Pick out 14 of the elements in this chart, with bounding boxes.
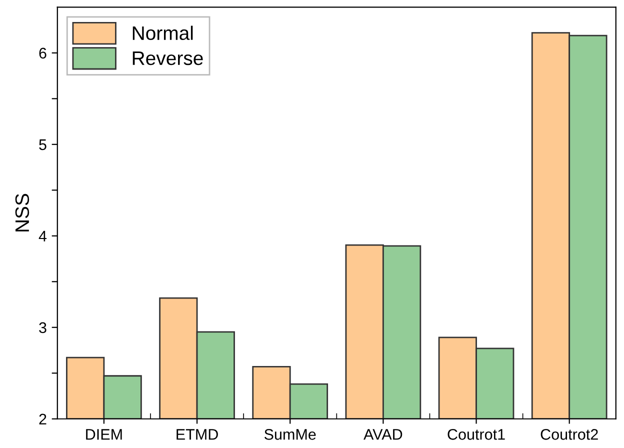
y-tick-label: 4: [38, 230, 47, 242]
x-tick-label: AVAD: [364, 429, 402, 440]
x-tick-label: Coutrot2: [540, 429, 598, 440]
legend-label: Normal: [132, 26, 193, 40]
y-axis-title: NSS: [15, 194, 30, 232]
x-tick-label: Coutrot1: [448, 429, 505, 440]
y-tick-label: 6: [39, 48, 46, 59]
y-tick-label: 2: [39, 414, 46, 424]
y-tick-label: 5: [39, 139, 46, 150]
x-tick-label: DIEM: [86, 429, 122, 440]
x-tick-label: SumMe: [264, 429, 316, 440]
x-tick-label: ETMD: [176, 429, 218, 440]
y-tick-label: 3: [39, 322, 46, 334]
legend-label: Reverse: [132, 52, 203, 66]
